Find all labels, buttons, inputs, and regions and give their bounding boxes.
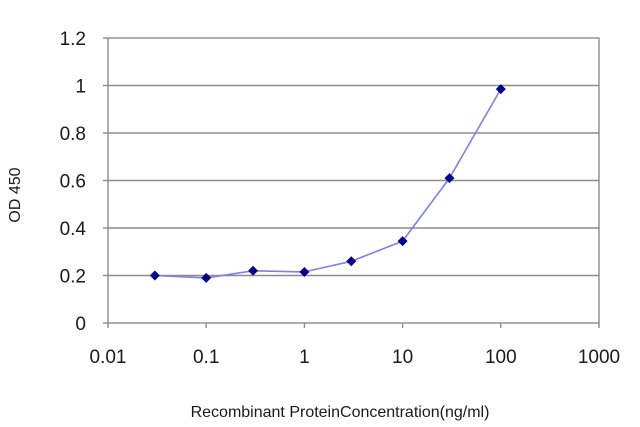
data-point — [397, 236, 408, 247]
y-tick-label: 0.8 — [60, 124, 86, 145]
y-tick-label: 0 — [75, 314, 86, 335]
x-tick-label: 100 — [485, 347, 517, 368]
x-tick-label: 1 — [299, 347, 310, 368]
data-point — [149, 270, 160, 281]
data-point — [495, 84, 506, 95]
x-tick-label: 1000 — [578, 347, 620, 368]
data-point — [201, 272, 212, 283]
x-tick-label: 10 — [392, 347, 413, 368]
data-point — [346, 256, 357, 267]
y-axis-title: OD 450 — [7, 167, 24, 222]
y-tick-label: 0.4 — [60, 219, 87, 240]
series-line — [154, 88, 502, 279]
series-line-group — [154, 88, 502, 279]
x-tick-label: 0.01 — [90, 347, 127, 368]
y-tick-label: 1 — [75, 77, 86, 98]
x-axis-title: Recombinant ProteinConcentration(ng/ml) — [191, 404, 490, 421]
tick-labels: 0 0.2 0.4 0.6 0.8 1 1.2 0.01 0.1 1 10 100 1000 — [60, 29, 621, 368]
data-point — [444, 173, 455, 184]
y-tick-label: 0.6 — [60, 172, 86, 193]
gridlines — [108, 84, 599, 277]
axis-ticks — [103, 37, 600, 328]
data-point — [299, 266, 310, 277]
y-tick-label: 0.2 — [60, 267, 86, 288]
x-tick-label: 0.1 — [193, 347, 219, 368]
y-tick-label: 1.2 — [60, 29, 86, 50]
series-markers — [149, 84, 506, 283]
data-point — [248, 265, 259, 276]
